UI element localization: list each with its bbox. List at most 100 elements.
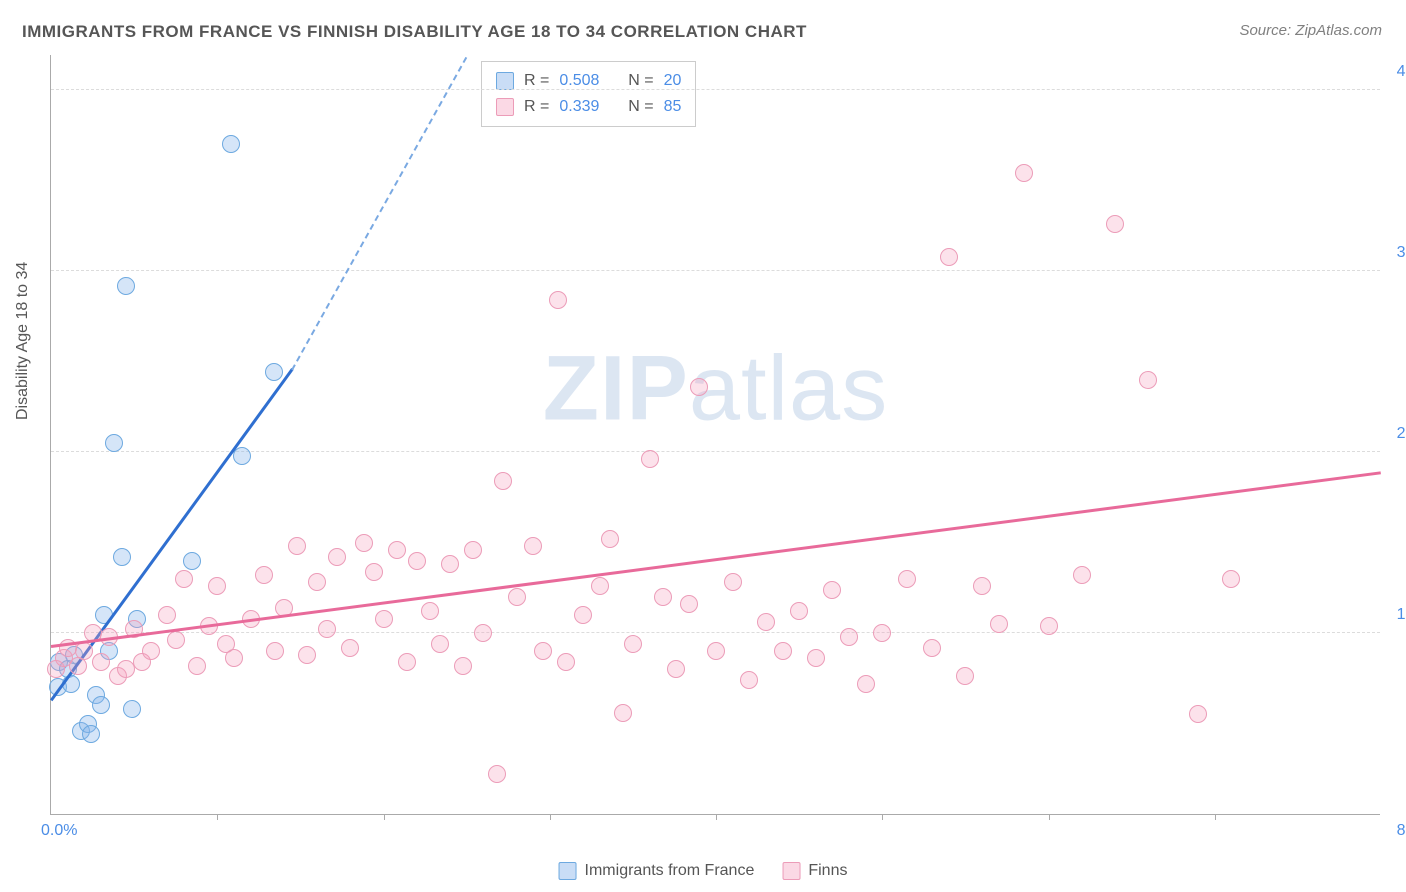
data-point (774, 642, 792, 660)
x-tick (1049, 814, 1050, 820)
data-point (724, 573, 742, 591)
data-point (441, 555, 459, 573)
data-point (421, 602, 439, 620)
y-axis-label: Disability Age 18 to 34 (14, 262, 32, 420)
data-point (167, 631, 185, 649)
legend-corr-row: R =0.339 N =85 (496, 94, 681, 120)
plot-area: ZIPatlas R =0.508 N =20R =0.339 N =85 0.… (50, 55, 1380, 815)
data-point (1073, 566, 1091, 584)
legend-label: Finns (808, 862, 847, 880)
data-point (454, 657, 472, 675)
trend-line-blue-dash (291, 56, 467, 370)
series-legend: Immigrants from France Finns (559, 862, 848, 880)
data-point (92, 653, 110, 671)
legend-item: Immigrants from France (559, 862, 755, 880)
data-point (1189, 705, 1207, 723)
data-point (123, 700, 141, 718)
x-tick (716, 814, 717, 820)
x-max-label: 80.0% (1397, 822, 1406, 840)
data-point (431, 635, 449, 653)
data-point (940, 248, 958, 266)
data-point (898, 570, 916, 588)
data-point (175, 570, 193, 588)
data-point (549, 291, 567, 309)
data-point (614, 704, 632, 722)
data-point (117, 277, 135, 295)
grid-line (51, 632, 1380, 633)
data-point (624, 635, 642, 653)
data-point (524, 537, 542, 555)
data-point (92, 696, 110, 714)
watermark: ZIPatlas (543, 336, 888, 441)
data-point (654, 588, 672, 606)
data-point (208, 577, 226, 595)
legend-swatch (496, 72, 514, 90)
r-label: R = (524, 94, 549, 120)
data-point (494, 472, 512, 490)
data-point (840, 628, 858, 646)
data-point (574, 606, 592, 624)
n-value: 85 (664, 94, 682, 120)
data-point (823, 581, 841, 599)
x-tick (550, 814, 551, 820)
source-attribution: Source: ZipAtlas.com (1239, 22, 1382, 39)
data-point (408, 552, 426, 570)
data-point (1015, 164, 1033, 182)
data-point (288, 537, 306, 555)
data-point (601, 530, 619, 548)
legend-label: Immigrants from France (585, 862, 755, 880)
data-point (790, 602, 808, 620)
data-point (557, 653, 575, 671)
data-point (1106, 215, 1124, 233)
data-point (740, 671, 758, 689)
x-min-label: 0.0% (41, 822, 77, 840)
data-point (188, 657, 206, 675)
data-point (308, 573, 326, 591)
data-point (707, 642, 725, 660)
correlation-legend: R =0.508 N =20R =0.339 N =85 (481, 61, 696, 127)
data-point (757, 613, 775, 631)
data-point (680, 595, 698, 613)
data-point (113, 548, 131, 566)
data-point (474, 624, 492, 642)
data-point (956, 667, 974, 685)
data-point (591, 577, 609, 595)
data-point (75, 642, 93, 660)
legend-swatch (782, 862, 800, 880)
x-tick (384, 814, 385, 820)
n-label: N = (628, 94, 653, 120)
data-point (1139, 371, 1157, 389)
data-point (82, 725, 100, 743)
data-point (388, 541, 406, 559)
data-point (488, 765, 506, 783)
data-point (318, 620, 336, 638)
legend-swatch (496, 98, 514, 116)
data-point (255, 566, 273, 584)
data-point (690, 378, 708, 396)
data-point (328, 548, 346, 566)
data-point (222, 135, 240, 153)
chart-title: IMMIGRANTS FROM FRANCE VS FINNISH DISABI… (22, 22, 807, 42)
data-point (534, 642, 552, 660)
y-tick-label: 20.0% (1397, 425, 1406, 443)
data-point (375, 610, 393, 628)
grid-line (51, 89, 1380, 90)
data-point (365, 563, 383, 581)
data-point (1222, 570, 1240, 588)
data-point (857, 675, 875, 693)
data-point (990, 615, 1008, 633)
trend-line-pink (51, 471, 1381, 647)
data-point (667, 660, 685, 678)
data-point (233, 447, 251, 465)
data-point (1040, 617, 1058, 635)
data-point (183, 552, 201, 570)
data-point (923, 639, 941, 657)
data-point (807, 649, 825, 667)
grid-line (51, 270, 1380, 271)
data-point (117, 660, 135, 678)
data-point (873, 624, 891, 642)
x-tick (882, 814, 883, 820)
data-point (973, 577, 991, 595)
data-point (464, 541, 482, 559)
y-tick-label: 10.0% (1397, 606, 1406, 624)
